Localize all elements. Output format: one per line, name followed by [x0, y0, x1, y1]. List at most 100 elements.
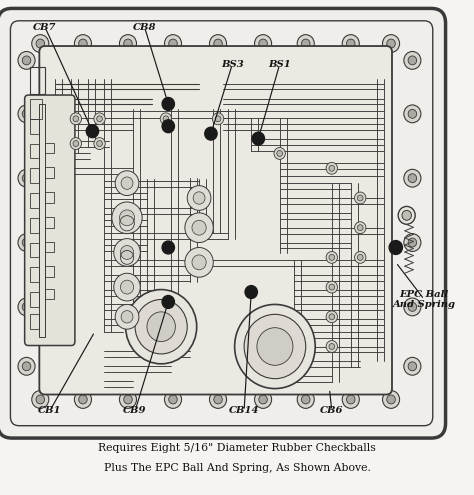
Text: BS3: BS3: [221, 60, 244, 69]
Circle shape: [329, 314, 335, 320]
Circle shape: [255, 35, 272, 52]
Circle shape: [115, 304, 139, 329]
Bar: [30, 193, 39, 208]
Circle shape: [326, 341, 337, 352]
Circle shape: [135, 299, 187, 354]
Circle shape: [162, 120, 174, 133]
Circle shape: [119, 210, 135, 226]
Text: Plus The EPC Ball And Spring, As Shown Above.: Plus The EPC Ball And Spring, As Shown A…: [103, 463, 371, 473]
Circle shape: [162, 98, 174, 110]
Circle shape: [357, 225, 363, 231]
Circle shape: [404, 298, 421, 316]
Circle shape: [301, 39, 310, 48]
Circle shape: [404, 105, 421, 123]
Circle shape: [357, 254, 363, 260]
Circle shape: [18, 298, 35, 316]
Circle shape: [187, 186, 211, 210]
Circle shape: [408, 302, 417, 311]
Circle shape: [245, 286, 257, 298]
Circle shape: [18, 234, 35, 251]
Circle shape: [18, 105, 35, 123]
Circle shape: [404, 169, 421, 187]
Circle shape: [74, 391, 91, 408]
FancyBboxPatch shape: [39, 46, 392, 395]
Circle shape: [301, 395, 310, 404]
Circle shape: [79, 39, 87, 48]
Circle shape: [73, 141, 79, 147]
Circle shape: [73, 116, 79, 122]
Circle shape: [112, 202, 142, 234]
Bar: [30, 119, 39, 134]
Circle shape: [408, 109, 417, 118]
FancyBboxPatch shape: [25, 95, 75, 346]
Circle shape: [162, 241, 174, 254]
Circle shape: [387, 395, 395, 404]
Circle shape: [115, 171, 139, 196]
Circle shape: [36, 39, 45, 48]
Circle shape: [185, 213, 213, 243]
Circle shape: [97, 141, 102, 147]
Bar: [45, 143, 54, 153]
Bar: [30, 243, 39, 257]
Circle shape: [402, 210, 411, 220]
Circle shape: [297, 391, 314, 408]
Bar: [30, 67, 45, 94]
Circle shape: [389, 241, 402, 254]
Circle shape: [22, 56, 31, 65]
Text: CB1: CB1: [38, 406, 62, 415]
Bar: [45, 167, 54, 178]
Circle shape: [329, 254, 335, 260]
Circle shape: [212, 113, 224, 125]
Circle shape: [329, 284, 335, 290]
Circle shape: [162, 296, 174, 308]
Circle shape: [192, 220, 206, 235]
Circle shape: [22, 109, 31, 118]
Circle shape: [259, 395, 267, 404]
FancyBboxPatch shape: [0, 8, 446, 438]
Circle shape: [259, 39, 267, 48]
Circle shape: [404, 357, 421, 375]
Circle shape: [342, 35, 359, 52]
Circle shape: [255, 391, 272, 408]
Circle shape: [346, 395, 355, 404]
Circle shape: [326, 311, 337, 323]
Circle shape: [257, 328, 293, 365]
Circle shape: [398, 206, 415, 224]
Bar: [30, 267, 39, 282]
Text: CB7: CB7: [33, 23, 57, 32]
Circle shape: [214, 395, 222, 404]
Circle shape: [22, 174, 31, 183]
Circle shape: [210, 35, 227, 52]
Bar: [30, 168, 39, 183]
Circle shape: [408, 56, 417, 65]
Bar: [45, 192, 54, 203]
Circle shape: [326, 281, 337, 293]
Circle shape: [74, 35, 91, 52]
Circle shape: [70, 138, 82, 149]
Circle shape: [408, 238, 417, 247]
Circle shape: [210, 391, 227, 408]
Circle shape: [120, 280, 134, 294]
Circle shape: [18, 169, 35, 187]
Circle shape: [121, 311, 133, 323]
Circle shape: [346, 39, 355, 48]
Circle shape: [357, 195, 363, 201]
Circle shape: [193, 192, 205, 204]
Circle shape: [36, 395, 45, 404]
Circle shape: [164, 391, 182, 408]
Circle shape: [383, 35, 400, 52]
Circle shape: [119, 35, 137, 52]
Circle shape: [408, 362, 417, 371]
Circle shape: [214, 39, 222, 48]
Text: Requires Eight 5/16" Diameter Rubber Checkballs: Requires Eight 5/16" Diameter Rubber Che…: [98, 443, 376, 453]
Bar: [30, 144, 39, 158]
Bar: [39, 104, 45, 337]
Circle shape: [124, 39, 132, 48]
Circle shape: [326, 162, 337, 174]
Circle shape: [329, 165, 335, 171]
Circle shape: [252, 132, 264, 145]
Circle shape: [97, 116, 102, 122]
Circle shape: [355, 251, 366, 263]
Circle shape: [355, 222, 366, 234]
Circle shape: [205, 127, 217, 140]
